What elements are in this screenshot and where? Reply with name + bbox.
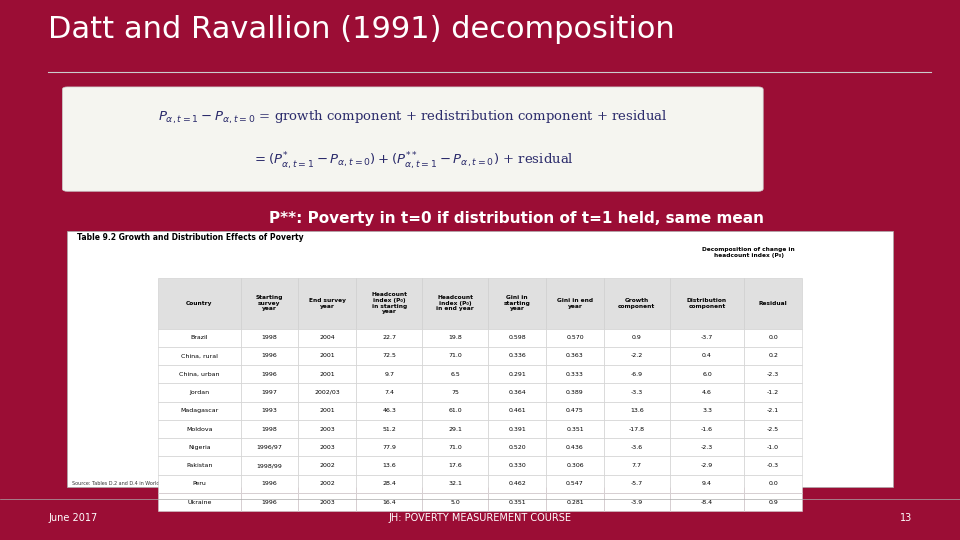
Text: 🔊: 🔊 — [876, 443, 890, 464]
Text: 13: 13 — [900, 514, 912, 523]
Text: P**: Poverty in t=0 if distribution of t=1 held, same mean: P**: Poverty in t=0 if distribution of t… — [269, 211, 764, 226]
Text: $P_{\alpha,t=1} - P_{\alpha,t=0}$ = growth component + redistribution component : $P_{\alpha,t=1} - P_{\alpha,t=0}$ = grow… — [158, 109, 667, 126]
FancyBboxPatch shape — [62, 87, 763, 191]
Text: Source: Tables D.2 and D.4 in World Bank (2009).: Source: Tables D.2 and D.4 in World Bank… — [72, 481, 193, 486]
Text: Decomposition of change in
headcount index (P₀): Decomposition of change in headcount ind… — [703, 247, 795, 258]
Text: Table 9.2 Growth and Distribution Effects of Poverty: Table 9.2 Growth and Distribution Effect… — [77, 233, 303, 242]
Text: Datt and Ravallion (1991) decomposition: Datt and Ravallion (1991) decomposition — [48, 15, 675, 44]
Bar — [67, 231, 893, 487]
Text: $= (P^{*}_{\alpha,t=1} - P_{\alpha,t=0}) + (P^{**}_{\alpha,t=1} - P_{\alpha,t=0}: $= (P^{*}_{\alpha,t=1} - P_{\alpha,t=0})… — [252, 150, 574, 172]
Text: JH: POVERTY MEASUREMENT COURSE: JH: POVERTY MEASUREMENT COURSE — [389, 514, 571, 523]
Text: June 2017: June 2017 — [48, 514, 97, 523]
